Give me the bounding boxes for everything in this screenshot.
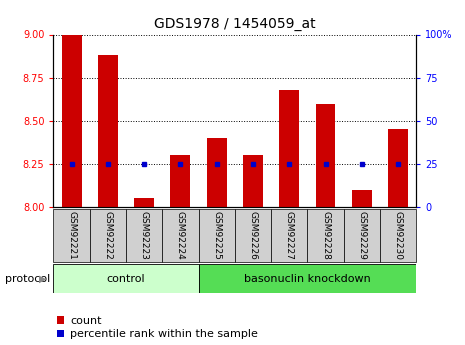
Text: GSM92225: GSM92225: [212, 211, 221, 260]
Bar: [316, 104, 335, 207]
Bar: [380, 209, 416, 262]
Bar: [62, 34, 81, 207]
Text: GSM92224: GSM92224: [176, 211, 185, 260]
Bar: [134, 198, 154, 207]
Bar: [388, 129, 408, 207]
Bar: [53, 209, 90, 262]
Bar: [171, 155, 190, 207]
Bar: [199, 264, 416, 293]
Bar: [352, 190, 372, 207]
Text: protocol: protocol: [5, 274, 50, 284]
Bar: [279, 90, 299, 207]
Bar: [271, 209, 307, 262]
Bar: [307, 209, 344, 262]
Bar: [98, 55, 118, 207]
Bar: [235, 209, 271, 262]
Bar: [53, 264, 199, 293]
Text: GSM92221: GSM92221: [67, 211, 76, 260]
Legend: count, percentile rank within the sample: count, percentile rank within the sample: [57, 316, 258, 339]
Text: GSM92230: GSM92230: [393, 211, 403, 260]
Text: ▶: ▶: [39, 274, 46, 284]
Title: GDS1978 / 1454059_at: GDS1978 / 1454059_at: [154, 17, 316, 31]
Text: GSM92229: GSM92229: [357, 211, 366, 260]
Text: basonuclin knockdown: basonuclin knockdown: [244, 274, 371, 284]
Bar: [126, 209, 162, 262]
Bar: [199, 209, 235, 262]
Text: GSM92226: GSM92226: [248, 211, 258, 260]
Text: GSM92227: GSM92227: [285, 211, 294, 260]
Bar: [90, 209, 126, 262]
Bar: [162, 209, 199, 262]
Text: GSM92228: GSM92228: [321, 211, 330, 260]
Bar: [243, 155, 263, 207]
Bar: [207, 138, 226, 207]
Text: control: control: [106, 274, 146, 284]
Bar: [344, 209, 380, 262]
Text: GSM92222: GSM92222: [103, 211, 113, 260]
Text: GSM92223: GSM92223: [140, 211, 149, 260]
